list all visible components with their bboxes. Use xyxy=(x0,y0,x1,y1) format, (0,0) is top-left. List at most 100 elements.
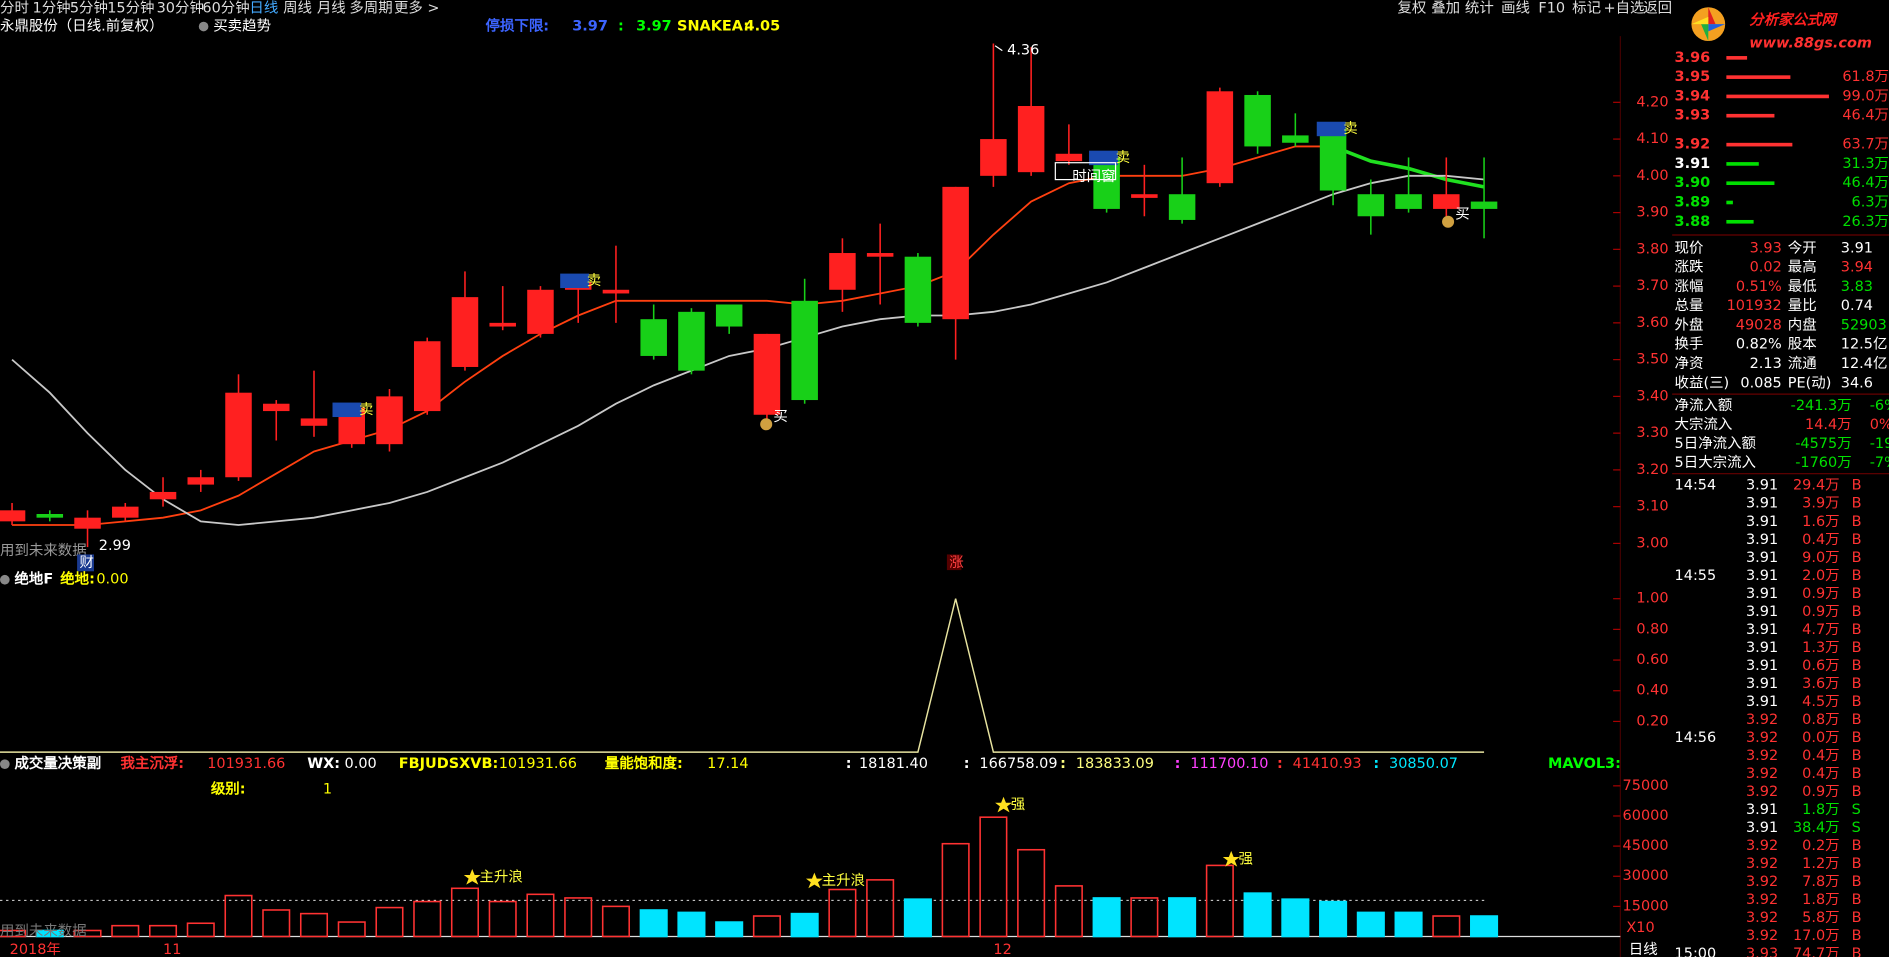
candle-body xyxy=(829,253,856,290)
toolbar-action[interactable]: F10 xyxy=(1538,0,1565,16)
candle-body xyxy=(1357,194,1385,217)
indicator-dot xyxy=(198,21,209,32)
tick-price: 3.92 xyxy=(1746,784,1778,800)
y-tick-label: 3.90 xyxy=(1636,205,1668,221)
volume-bar xyxy=(35,929,64,938)
legend-value: 3.97 xyxy=(572,19,608,35)
y-tick-label: 4.20 xyxy=(1636,94,1668,110)
stat-value: 0.085 xyxy=(1740,375,1781,391)
legend-value: 4.05 xyxy=(745,19,781,35)
tick-price: 3.91 xyxy=(1746,568,1778,584)
signal-label: 卖 xyxy=(1116,149,1130,166)
note: 财 xyxy=(80,554,94,571)
legend-label: FBJUDSXVB: xyxy=(399,756,499,772)
period-tab[interactable]: 周线 xyxy=(283,0,312,16)
toolbar-action[interactable]: 复权 xyxy=(1397,0,1426,16)
volume-bar xyxy=(526,893,555,938)
period-tab[interactable]: 分时 xyxy=(0,0,29,16)
stat-label: 涨幅 xyxy=(1675,278,1704,295)
tick-side: B xyxy=(1852,694,1862,710)
volume-bar xyxy=(715,921,744,938)
tick-price: 3.91 xyxy=(1746,514,1778,530)
tick-side: B xyxy=(1852,730,1862,746)
period-tab[interactable]: 15分钟 xyxy=(107,0,154,16)
tick-volume: 0.9万 xyxy=(1802,784,1839,800)
toolbar-action[interactable]: +自选 xyxy=(1603,0,1644,16)
volume-bar xyxy=(1054,885,1083,938)
tick-price: 3.92 xyxy=(1746,748,1778,764)
stat-label: 换手 xyxy=(1675,336,1704,353)
legend-label: 我主沉浮: xyxy=(120,754,184,772)
signal-icon xyxy=(1442,215,1455,228)
stat-label: 今开 xyxy=(1788,239,1817,256)
y-tick-label: 15000 xyxy=(1623,898,1669,914)
legend-value: 30850.07 xyxy=(1389,756,1458,772)
candle-body xyxy=(1282,135,1309,143)
tick-volume: 1.8万 xyxy=(1802,802,1839,818)
period-tab[interactable]: 1分钟 xyxy=(33,0,71,16)
note-box xyxy=(77,554,94,572)
period-tab[interactable]: 月线 xyxy=(317,0,346,16)
candle-body xyxy=(753,333,781,415)
signal-label: 卖 xyxy=(359,401,373,418)
book-price: 3.92 xyxy=(1675,137,1711,153)
toolbar-action[interactable]: 叠加 xyxy=(1431,0,1460,16)
tick-volume: 0.8万 xyxy=(1802,712,1839,728)
indicator-name: 买卖趋势 xyxy=(213,18,271,35)
candle-body xyxy=(980,139,1007,176)
volume-bar xyxy=(1281,898,1310,938)
book-bar xyxy=(1726,200,1733,205)
toolbar-action[interactable]: 画线 xyxy=(1501,0,1530,16)
y-tick-label: 30000 xyxy=(1623,868,1669,884)
period-tab[interactable]: 5分钟 xyxy=(70,0,108,16)
candle-body xyxy=(1470,201,1498,209)
candle-body xyxy=(640,319,667,356)
logo-title: 分析家公式网 xyxy=(1749,11,1838,28)
volume-bar xyxy=(488,900,517,938)
tick-time: 15:00 xyxy=(1675,946,1717,957)
legend-label: : xyxy=(1060,756,1066,772)
volume-bar xyxy=(1470,915,1499,938)
period-tab[interactable]: 60分钟 xyxy=(202,0,249,16)
stat-value: 34.6 xyxy=(1841,375,1873,391)
signal-icon xyxy=(760,418,773,431)
period-tab[interactable]: 30分钟 xyxy=(157,0,204,16)
book-bar xyxy=(1726,94,1829,99)
tick-price: 3.91 xyxy=(1746,550,1778,566)
candle-body xyxy=(74,517,101,529)
volume-bar xyxy=(1319,900,1348,938)
tick-volume: 1.2万 xyxy=(1802,856,1839,872)
star xyxy=(995,796,1012,813)
tick-side: S xyxy=(1852,802,1861,818)
candle-body xyxy=(1168,194,1196,220)
book-price: 3.91 xyxy=(1675,156,1711,172)
legend-value: 3.97 xyxy=(636,19,672,35)
period-tab[interactable]: 更多 > xyxy=(394,0,440,16)
y-tick-label: 0.80 xyxy=(1636,621,1668,637)
stat-label: 收益(三) xyxy=(1675,374,1730,391)
period-tab[interactable]: 日线 xyxy=(249,0,278,16)
logo-url: www.88gs.com xyxy=(1749,35,1872,51)
stat-label: 量比 xyxy=(1788,297,1817,314)
book-bar xyxy=(1726,219,1754,224)
tick-side: B xyxy=(1852,514,1862,530)
legend-label: : xyxy=(1277,756,1283,772)
chart-title: 永鼎股份（日线.前复权） xyxy=(0,17,164,35)
tick-volume: 9.0万 xyxy=(1802,550,1839,566)
toolbar-action[interactable]: 返回 xyxy=(1643,0,1672,16)
tick-side: B xyxy=(1852,622,1862,638)
y-tick-label: 4.00 xyxy=(1636,168,1668,184)
volume-bar xyxy=(1432,915,1461,938)
y-tick-label: 45000 xyxy=(1623,838,1669,854)
toolbar-action[interactable]: 标记 xyxy=(1572,0,1601,16)
tick-side: S xyxy=(1852,820,1861,836)
book-bar xyxy=(1726,56,1748,60)
tick-side: B xyxy=(1852,532,1862,548)
signal-label: 卖 xyxy=(587,272,601,289)
legend-value: 0.00 xyxy=(345,756,377,772)
indicator-dot xyxy=(0,759,10,769)
candle-body xyxy=(0,510,26,522)
volume-bar xyxy=(677,911,706,938)
period-tab[interactable]: 多周期 xyxy=(349,0,392,16)
toolbar-action[interactable]: 统计 xyxy=(1465,0,1494,16)
